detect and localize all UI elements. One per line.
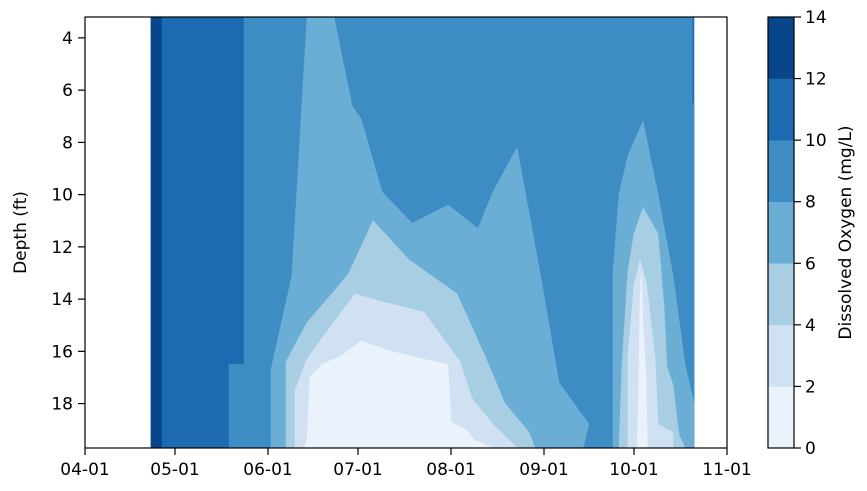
- y-tick-label: 18: [51, 395, 73, 415]
- x-tick-label: 05-01: [150, 460, 199, 480]
- y-tick-label: 8: [62, 133, 73, 153]
- colorbar-swatch: [767, 16, 795, 79]
- colorbar-tick-label: 2: [805, 377, 816, 397]
- colorbar-swatch: [767, 324, 795, 387]
- x-tick-label: 08-01: [426, 460, 475, 480]
- colorbar-tick-label: 12: [805, 70, 827, 90]
- colorbar-tick-label: 14: [805, 8, 827, 28]
- colorbar-swatch: [767, 139, 795, 202]
- x-tick-label: 06-01: [243, 460, 292, 480]
- colorbar-frame: [767, 16, 795, 449]
- contour-layer: [150, 16, 695, 449]
- y-tick-label: 6: [62, 81, 73, 101]
- colorbar-swatch: [767, 78, 795, 141]
- colorbar-swatch: [767, 201, 795, 264]
- y-tick-label: 16: [51, 342, 73, 362]
- y-tick-label: 12: [51, 238, 73, 258]
- colorbar-tick-label: 10: [805, 131, 827, 151]
- x-axis: 04-01 05-01 06-01 07-01 08-01 09-01 10-01 11-01: [60, 448, 752, 480]
- x-tick-label: 11-01: [702, 460, 751, 480]
- x-tick-label: 04-01: [60, 460, 109, 480]
- y-axis-label: Depth (ft): [11, 191, 31, 274]
- y-tick-label: 10: [51, 186, 73, 206]
- plot-frame: [84, 16, 728, 449]
- x-tick-label: 10-01: [609, 460, 658, 480]
- colorbar-tick-label: 4: [805, 316, 816, 336]
- contour-band-0-2-main: [303, 340, 494, 449]
- x-tick-label: 09-01: [519, 460, 568, 480]
- y-axis: 4 6 8 10 12 14 16 18: [51, 29, 85, 415]
- colorbar-tick-label: 8: [805, 193, 816, 213]
- colorbar: 0 2 4 6 8 10 12 14: [767, 8, 827, 459]
- x-tick-label: 07-01: [333, 460, 382, 480]
- colorbar-swatch: [767, 386, 795, 449]
- contour-band-12-14: [150, 16, 162, 449]
- colorbar-label: Dissolved Oxygen (mg/L): [836, 125, 856, 339]
- contour-band-0-2-east: [636, 272, 648, 449]
- y-tick-label: 4: [62, 29, 73, 49]
- colorbar-swatch: [767, 263, 795, 326]
- colorbar-tick-label: 0: [805, 439, 816, 459]
- colorbar-tick-label: 6: [805, 254, 816, 274]
- y-tick-label: 14: [51, 290, 73, 310]
